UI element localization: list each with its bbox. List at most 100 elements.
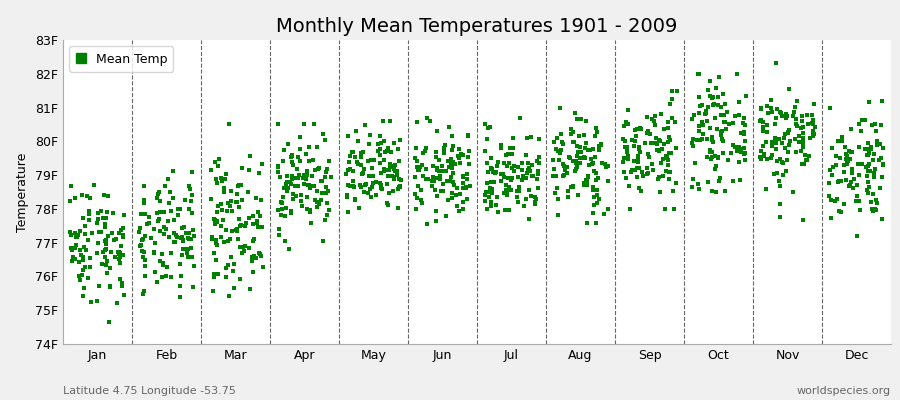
Point xyxy=(320,165,335,172)
Point xyxy=(410,158,424,165)
Point xyxy=(519,152,534,159)
Point xyxy=(532,160,546,166)
Point xyxy=(738,138,752,144)
Point xyxy=(505,165,519,171)
Point xyxy=(530,158,544,164)
Point xyxy=(798,152,813,158)
Point xyxy=(806,101,821,108)
Point xyxy=(769,139,783,145)
Point xyxy=(483,185,498,192)
Point xyxy=(567,168,581,174)
Point xyxy=(108,254,122,260)
Point xyxy=(116,234,130,240)
Point xyxy=(499,181,513,188)
Point xyxy=(300,168,314,174)
Point xyxy=(847,176,861,182)
Point xyxy=(860,140,875,146)
Point xyxy=(796,124,810,130)
Point xyxy=(732,99,746,105)
Point xyxy=(381,144,395,151)
Point xyxy=(219,227,233,234)
Point xyxy=(170,212,184,219)
Point xyxy=(774,110,788,116)
Point xyxy=(440,178,454,184)
Point xyxy=(220,262,235,268)
Point xyxy=(97,224,112,230)
Point xyxy=(651,176,665,182)
Point xyxy=(275,158,290,164)
Point xyxy=(374,170,388,176)
Point xyxy=(652,174,666,180)
Point xyxy=(862,99,877,105)
Point xyxy=(445,195,459,202)
Point xyxy=(162,199,176,206)
Point xyxy=(632,144,646,150)
Point xyxy=(483,199,498,205)
Point xyxy=(96,215,111,221)
Point xyxy=(802,135,816,141)
Point xyxy=(173,293,187,300)
Point xyxy=(640,130,654,136)
Point xyxy=(216,238,230,245)
Point xyxy=(429,165,444,171)
Point xyxy=(381,173,395,179)
Point xyxy=(279,204,293,211)
Point xyxy=(340,194,355,200)
Point xyxy=(230,236,245,242)
Point xyxy=(561,194,575,200)
Point xyxy=(861,189,876,196)
Point xyxy=(844,126,859,133)
Point xyxy=(166,168,180,174)
Point xyxy=(209,237,223,243)
Point xyxy=(527,199,542,206)
Point xyxy=(382,164,397,170)
Point xyxy=(384,173,399,179)
Point xyxy=(356,170,370,176)
Point xyxy=(722,121,736,127)
Point xyxy=(669,145,683,152)
Point xyxy=(687,112,701,118)
Point xyxy=(719,109,733,115)
Point xyxy=(851,198,866,204)
Point xyxy=(112,251,127,258)
Point xyxy=(621,153,635,159)
Point xyxy=(511,198,526,205)
Point xyxy=(868,197,883,204)
Point xyxy=(340,208,355,215)
Point xyxy=(547,190,562,196)
Point xyxy=(647,118,662,124)
Point xyxy=(235,244,249,250)
Point xyxy=(867,208,881,214)
Point xyxy=(727,144,742,150)
Point xyxy=(455,199,470,206)
Point xyxy=(729,70,743,77)
Point xyxy=(667,206,681,212)
Point xyxy=(716,149,730,156)
Point xyxy=(114,280,129,286)
Point xyxy=(769,114,783,121)
Point xyxy=(248,252,262,259)
Point xyxy=(83,264,97,270)
Point xyxy=(872,185,886,191)
Point xyxy=(177,223,192,230)
Point xyxy=(645,160,660,167)
Point xyxy=(68,230,82,236)
Point xyxy=(453,160,467,167)
Point xyxy=(586,194,600,201)
Point xyxy=(566,158,580,164)
Point xyxy=(163,189,177,195)
Point xyxy=(770,146,784,152)
Point xyxy=(591,174,606,181)
Point xyxy=(139,232,153,239)
Point xyxy=(791,132,806,139)
Point xyxy=(686,175,700,182)
Point xyxy=(630,174,644,180)
Point xyxy=(579,140,593,146)
Point xyxy=(452,154,466,161)
Point xyxy=(736,131,751,138)
Point xyxy=(132,229,147,235)
Point xyxy=(140,220,154,227)
Point xyxy=(869,200,884,206)
Point xyxy=(619,175,634,182)
Point xyxy=(75,192,89,198)
